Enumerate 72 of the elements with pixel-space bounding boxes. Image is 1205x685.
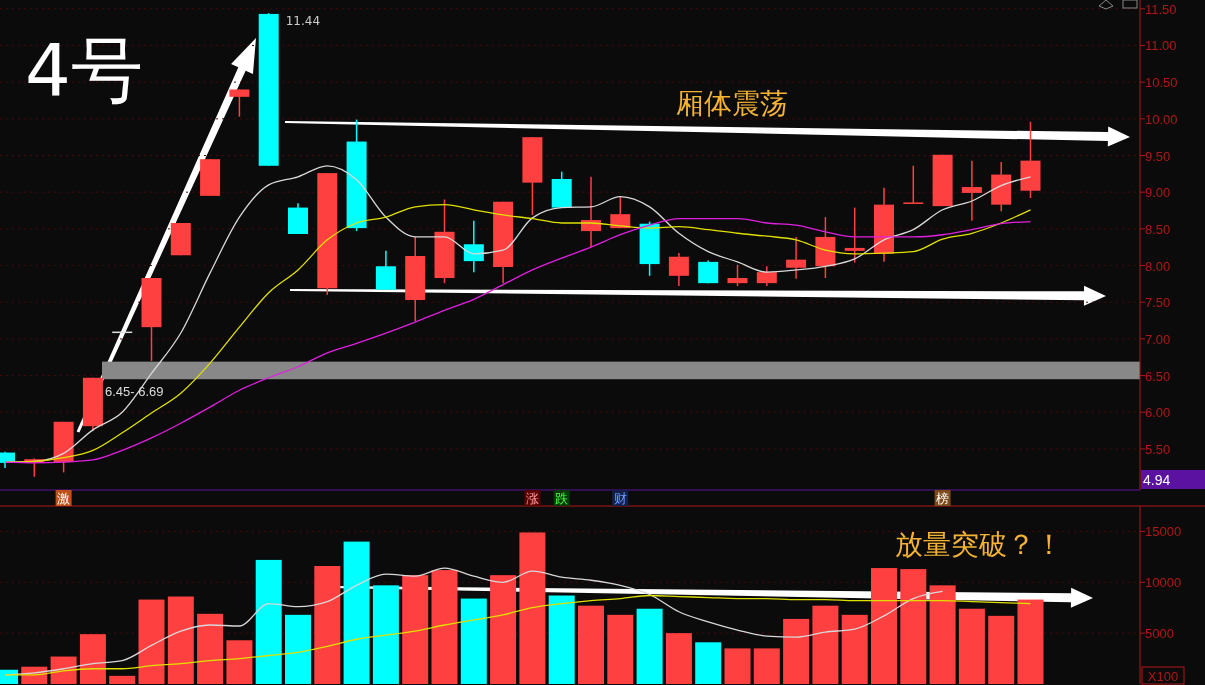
bar <box>519 532 546 684</box>
y-tick-label: 15000 <box>1145 524 1182 540</box>
bar <box>578 605 604 684</box>
bar <box>314 566 341 684</box>
bar <box>929 585 956 684</box>
annotation: 放量突破？！ <box>895 528 1063 561</box>
candlestick <box>903 165 924 204</box>
text: 财 <box>613 491 627 506</box>
bar <box>109 675 136 684</box>
y-tick-label: 9.00 <box>1145 185 1171 201</box>
bar <box>460 598 487 684</box>
band-label: 6.45- 6.69 <box>105 384 164 400</box>
y-tick-label: 5.50 <box>1145 441 1171 457</box>
text: 激 <box>57 491 71 506</box>
bar <box>1017 599 1044 684</box>
bar <box>167 596 194 684</box>
y-tick-label: 9.50 <box>1145 148 1171 164</box>
bar <box>285 614 311 684</box>
candlestick <box>786 236 807 280</box>
candlestick <box>844 206 865 264</box>
candlestick <box>668 252 689 287</box>
bar <box>783 618 810 684</box>
bar <box>226 640 253 684</box>
y-tick-label: 7.50 <box>1145 295 1171 311</box>
y-tick-label: 8.00 <box>1145 258 1171 274</box>
y-tick-label: 7.00 <box>1145 331 1171 347</box>
y-tick-label: 11.50 <box>1145 1 1177 17</box>
text: 涨 <box>525 491 539 506</box>
bar <box>871 568 897 684</box>
text: 跌 <box>555 491 569 506</box>
bar <box>900 569 927 684</box>
bar <box>343 541 370 684</box>
annotation: 11.44 <box>285 14 321 28</box>
candlestick <box>756 265 777 287</box>
y-tick-label: 11.00 <box>1145 38 1177 54</box>
bar <box>841 614 868 684</box>
bar <box>812 605 839 684</box>
bar <box>431 570 458 684</box>
bar <box>724 648 751 684</box>
line-series <box>4 594 1032 676</box>
bar <box>636 608 663 684</box>
bar <box>695 642 722 684</box>
bar <box>255 559 282 684</box>
annotation: 厢体震荡 <box>676 87 788 120</box>
candlestick <box>229 88 250 118</box>
annotation: 4号 <box>25 28 143 112</box>
bar <box>79 634 106 684</box>
candlestick <box>375 250 396 291</box>
y-tick-label: 5000 <box>1145 626 1174 642</box>
y-tick-label: 6.00 <box>1145 405 1171 421</box>
ref-line-label: 4.94 <box>1143 472 1171 488</box>
bar <box>958 608 985 684</box>
candlestick <box>961 159 982 222</box>
candlestick <box>463 220 484 273</box>
bar <box>402 575 429 684</box>
y-tick-label: 6.50 <box>1145 368 1171 384</box>
bar <box>753 648 780 684</box>
y-tick-label: 10.50 <box>1145 75 1178 91</box>
text: 榜 <box>936 491 950 506</box>
bar <box>665 633 692 684</box>
y-tick-label: 10.00 <box>1145 111 1178 127</box>
y-tick-label: 10000 <box>1145 575 1182 591</box>
bar <box>138 599 165 684</box>
bar <box>548 595 575 684</box>
bar <box>607 614 634 684</box>
bar <box>372 585 399 684</box>
y-axis-title: X100 <box>1147 669 1179 684</box>
y-tick-label: 8.50 <box>1145 221 1171 237</box>
bar <box>197 613 224 684</box>
bar <box>490 575 517 684</box>
candlestick <box>727 264 748 287</box>
bar <box>988 615 1015 684</box>
